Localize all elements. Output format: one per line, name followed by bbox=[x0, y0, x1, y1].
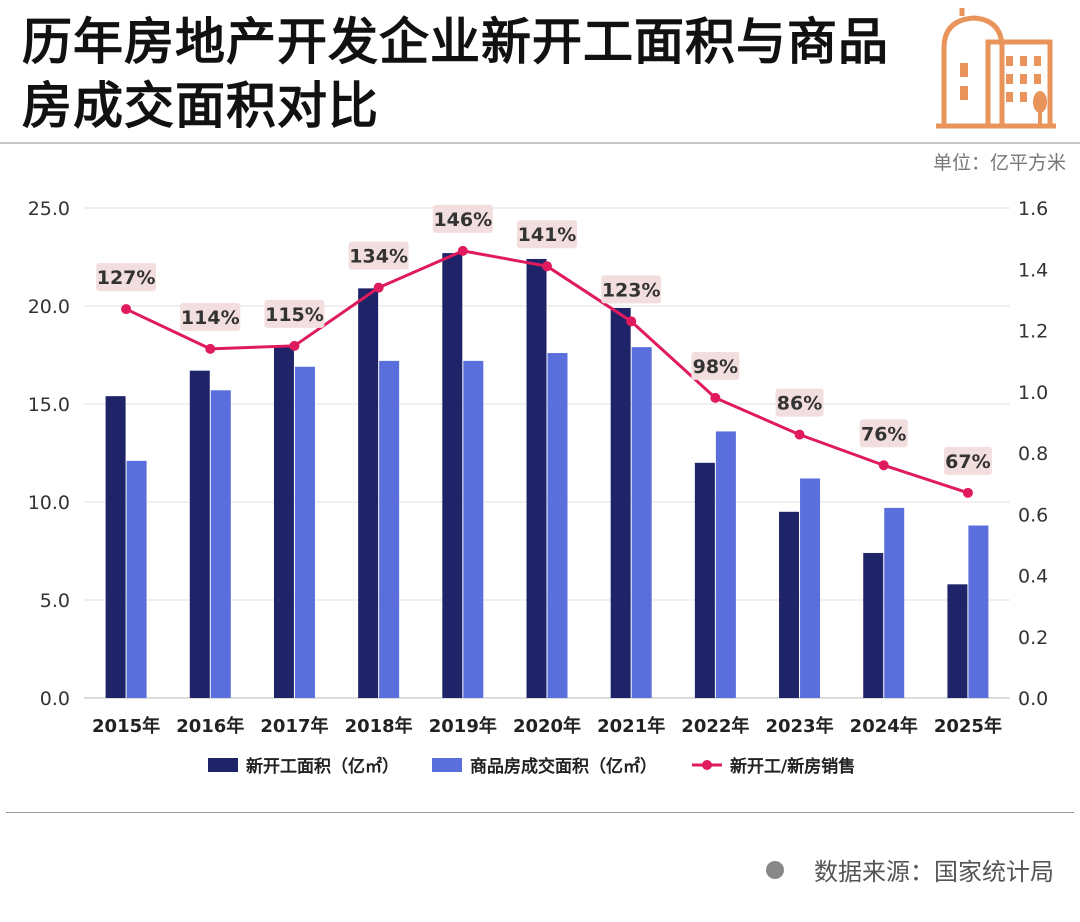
bar-new-starts bbox=[863, 552, 884, 698]
x-tick-label: 2018年 bbox=[345, 715, 413, 737]
ratio-data-label: 76% bbox=[861, 423, 906, 445]
y-left-tick-label: 20.0 bbox=[28, 296, 70, 318]
ratio-point bbox=[794, 429, 805, 440]
source-note: 数据来源：国家统计局 bbox=[766, 852, 1054, 887]
ratio-point bbox=[542, 261, 552, 272]
y-left-tick-label: 10.0 bbox=[28, 492, 70, 514]
ratio-point bbox=[373, 282, 384, 293]
data-label-bg bbox=[859, 419, 908, 448]
bar-new-starts bbox=[189, 370, 210, 698]
bar-sales bbox=[968, 525, 989, 698]
ratio-data-label: 146% bbox=[433, 209, 492, 231]
data-label-bg bbox=[601, 275, 662, 304]
ratio-data-label: 123% bbox=[602, 279, 661, 301]
y-right-tick-label: 0.2 bbox=[1018, 627, 1048, 649]
building-icon bbox=[930, 8, 1060, 137]
bar-sales bbox=[210, 390, 231, 698]
unit-label: 单位：亿平方米 bbox=[932, 152, 1066, 174]
y-right-tick-label: 1.6 bbox=[1018, 198, 1048, 220]
y-right-tick-label: 1.2 bbox=[1018, 321, 1048, 343]
bar-sales bbox=[294, 366, 315, 698]
y-left-tick-label: 15.0 bbox=[28, 394, 70, 416]
ratio-point bbox=[457, 245, 468, 256]
y-left-tick-label: 25.0 bbox=[28, 198, 70, 220]
ratio-point bbox=[878, 460, 889, 471]
bar-sales bbox=[800, 478, 821, 698]
page-title: 历年房地产开发企业新开工面积与商品房成交面积对比 bbox=[22, 13, 889, 135]
y-right-tick-label: 0.0 bbox=[1018, 688, 1048, 710]
bar-sales bbox=[884, 507, 905, 698]
ratio-data-label: 67% bbox=[945, 451, 990, 473]
data-label-bg bbox=[264, 299, 325, 328]
bar-new-starts bbox=[105, 396, 126, 698]
y-right-tick-label: 0.4 bbox=[1018, 566, 1048, 588]
combo-chart: 0.0 5.0 10.0 15.0 20.0 25.0 0.0 0.2 0.4 0.6 0.8 1.0… bbox=[28, 198, 1049, 777]
dot-icon bbox=[766, 860, 784, 879]
bar-new-starts bbox=[610, 307, 631, 698]
ratio-data-label: 127% bbox=[97, 267, 156, 289]
ratio-data-label: 114% bbox=[181, 307, 240, 329]
x-tick-label: 2023年 bbox=[765, 715, 833, 737]
legend-marker-ratio bbox=[702, 760, 712, 770]
ratio-point bbox=[962, 487, 973, 498]
y-right-tick-label: 0.8 bbox=[1018, 443, 1048, 465]
legend-swatch-sales bbox=[432, 758, 462, 772]
ratio-data-label: 115% bbox=[265, 304, 324, 326]
bar-new-starts bbox=[526, 258, 547, 698]
y-right-tick-label: 1.4 bbox=[1018, 259, 1048, 281]
bar-sales bbox=[715, 431, 736, 698]
legend-label-new-starts: 新开工面积（亿㎡） bbox=[246, 756, 399, 777]
legend-label-ratio: 新开工/新房销售 bbox=[730, 756, 855, 777]
data-label-bg bbox=[517, 220, 577, 249]
data-label-bg bbox=[432, 204, 493, 233]
x-tick-label: 2025年 bbox=[934, 715, 1002, 737]
footer-divider bbox=[6, 812, 1074, 813]
x-tick-label: 2020年 bbox=[513, 715, 581, 737]
x-tick-label: 2021年 bbox=[597, 715, 665, 737]
legend-swatch-new-starts bbox=[208, 758, 238, 772]
data-label-bg bbox=[943, 446, 992, 475]
y-left-tick-label: 5.0 bbox=[40, 590, 70, 612]
bar-sales bbox=[126, 460, 147, 698]
bar-sales bbox=[547, 353, 568, 698]
ratio-point bbox=[205, 343, 216, 354]
data-label-bg bbox=[691, 351, 740, 380]
x-tick-label: 2016年 bbox=[176, 715, 244, 737]
x-tick-label: 2019年 bbox=[429, 715, 497, 737]
data-label-bg bbox=[348, 241, 409, 270]
bar-sales bbox=[463, 360, 484, 698]
x-tick-label: 2024年 bbox=[850, 715, 918, 737]
bar-sales bbox=[379, 360, 400, 698]
ratio-line bbox=[125, 249, 969, 495]
data-label-bg bbox=[96, 263, 157, 292]
bar-new-starts bbox=[442, 253, 463, 698]
ratio-data-label: 134% bbox=[349, 246, 408, 268]
x-tick-label: 2022年 bbox=[681, 715, 749, 737]
bar-new-starts bbox=[694, 462, 715, 698]
ratio-point bbox=[121, 304, 132, 315]
ratio-point bbox=[710, 392, 721, 403]
y-right-tick-label: 0.6 bbox=[1018, 504, 1048, 526]
header-divider bbox=[0, 142, 1080, 144]
ratio-data-label: 86% bbox=[777, 393, 822, 415]
bar-new-starts bbox=[947, 584, 968, 698]
x-tick-label: 2015年 bbox=[92, 715, 160, 737]
ratio-data-label: 98% bbox=[693, 356, 738, 378]
x-tick-label: 2017年 bbox=[260, 715, 328, 737]
y-left-tick-label: 0.0 bbox=[40, 688, 70, 710]
ratio-point bbox=[289, 340, 300, 351]
data-label-bg bbox=[775, 388, 824, 417]
bar-sales bbox=[631, 347, 652, 698]
legend: 新开工面积（亿㎡） 商品房成交面积（亿㎡） 新开工/新房销售 bbox=[208, 756, 855, 777]
legend-label-sales: 商品房成交面积（亿㎡） bbox=[470, 756, 657, 777]
y-right-tick-label: 1.0 bbox=[1018, 382, 1048, 404]
data-label-bg bbox=[180, 302, 241, 331]
bar-new-starts bbox=[273, 347, 294, 698]
ratio-data-label: 141% bbox=[518, 224, 577, 246]
ratio-point bbox=[626, 316, 637, 327]
bar-new-starts bbox=[358, 288, 379, 698]
source-text: 数据来源：国家统计局 bbox=[814, 858, 1054, 886]
bar-new-starts bbox=[779, 511, 800, 698]
